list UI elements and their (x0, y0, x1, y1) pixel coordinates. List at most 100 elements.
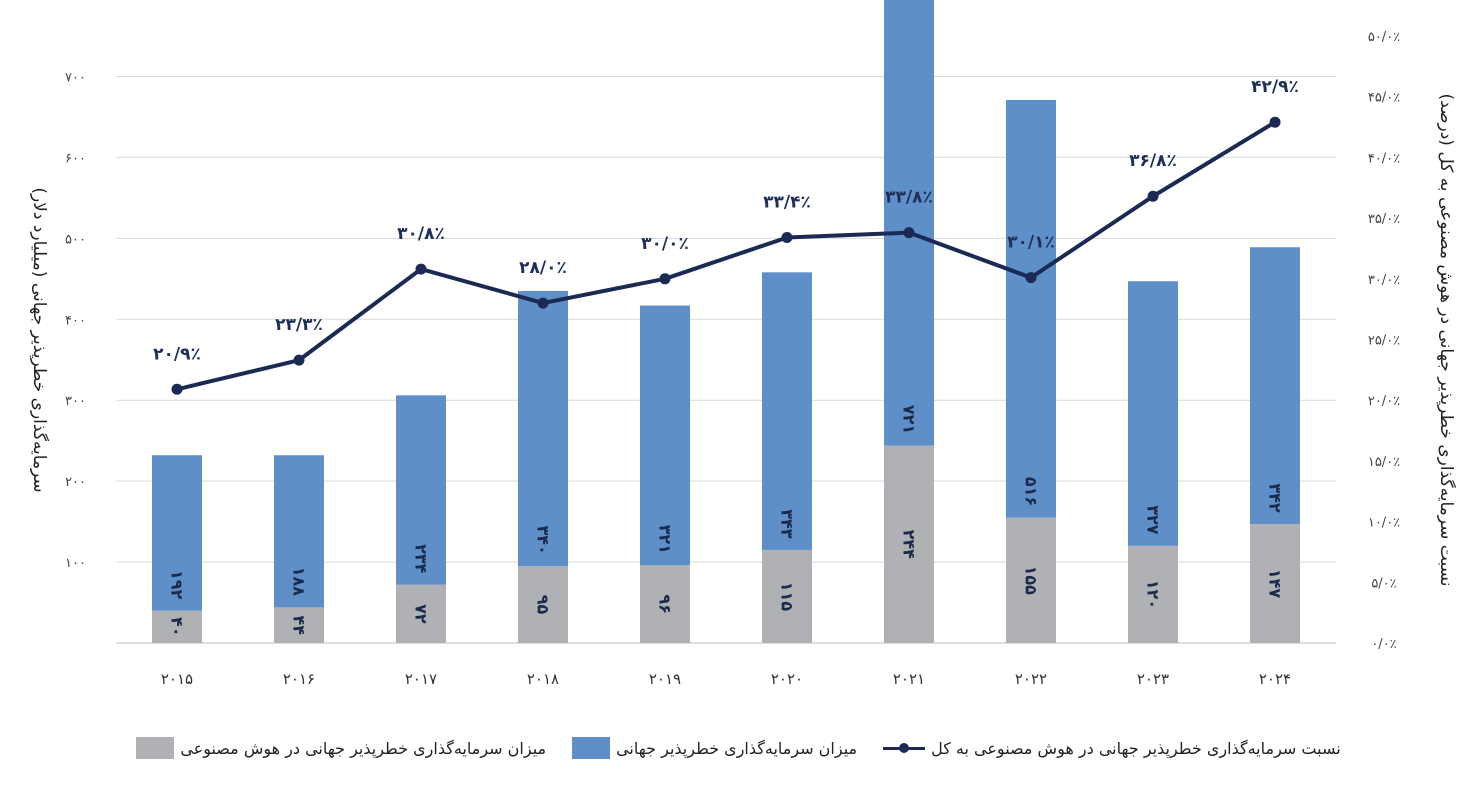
bar-ai-label: ۴۴ (290, 615, 309, 635)
bar-total (1250, 247, 1300, 525)
x-tick-label: ۲۰۱۶ (283, 670, 315, 688)
legend-swatch-total (572, 737, 611, 759)
bar-ai (1250, 524, 1300, 643)
bar-ai-label: ۴۰ (168, 617, 187, 637)
bar-total-label: ۳۴۳ (778, 509, 797, 539)
legend: نسبت سرمایه‌گذاری خطرپذیر جهانی در هوش م… (0, 728, 1477, 768)
bar-ai (762, 549, 812, 643)
bar-total (518, 290, 568, 567)
x-tick-label: ۲۰۱۸ (527, 670, 559, 688)
bar-ai-label: ۷۲ (412, 604, 431, 624)
bar-total-label: ۵۱۶ (1022, 477, 1041, 506)
bar-ai (1128, 545, 1178, 643)
ratio-point-label: ۳۶/۸٪ (1129, 151, 1177, 171)
ratio-point (1025, 272, 1037, 284)
ratio-point-label: ۳۰/۱٪ (1007, 233, 1055, 253)
x-tick-label: ۲۰۲۲ (1015, 670, 1047, 688)
right-tick-label: ۴۰/۰٪ (1368, 151, 1400, 166)
right-tick-label: ۲۰/۰٪ (1368, 394, 1400, 409)
right-tick-label: ۴۵/۰٪ (1368, 91, 1400, 106)
bar-total-label: ۱۹۲ (168, 570, 187, 600)
ratio-point-label: ۲۰/۹٪ (153, 344, 201, 364)
right-tick-label: ۰/۰٪ (1371, 637, 1396, 652)
bar-total (274, 455, 324, 608)
legend-label-total: میزان سرمایه‌گذاری خطرپذیر جهانی (616, 738, 858, 758)
legend-item-total: میزان سرمایه‌گذاری خطرپذیر جهانی (572, 737, 857, 759)
bar-ai (640, 565, 690, 643)
bar-ai-label: ۹۵ (534, 595, 553, 615)
right-tick-label: ۱۰/۰٪ (1368, 516, 1400, 531)
bar-total (396, 395, 446, 585)
left-tick-label: ۳۰۰ (65, 394, 86, 409)
bar-ai-label: ۲۴۴ (900, 530, 919, 560)
bar-total-label: ۱۸۸ (290, 567, 309, 597)
ratio-point-label: ۲۳/۳٪ (275, 315, 323, 335)
ratio-point (1147, 190, 1159, 202)
ratio-point-label: ۳۳/۸٪ (885, 188, 933, 208)
left-tick-label: ۴۰۰ (65, 313, 86, 328)
right-tick-label: ۱۵/۰٪ (1368, 455, 1400, 470)
bar-ai-label: ۱۲۰ (1144, 580, 1163, 609)
bar-total-label: ۷۲۱ (900, 405, 919, 434)
right-tick-label: ۳۵/۰٪ (1368, 212, 1400, 227)
ratio-point (293, 354, 305, 366)
ratio-point (659, 273, 671, 285)
x-tick-label: ۲۰۱۹ (649, 670, 681, 688)
ratio-point (415, 263, 427, 275)
bar-ai (396, 584, 446, 643)
ratio-point-label: ۳۰/۰٪ (641, 234, 689, 254)
bar-total (884, 0, 934, 446)
bar-ai (1006, 517, 1056, 643)
left-axis-ticks: ۱۰۰ ۲۰۰ ۳۰۰ ۴۰۰ ۵۰۰ ۶۰۰ ۷۰۰ (65, 70, 86, 571)
right-axis-title: نسبت سرمایه‌گذاری خطرپذیر جهانی در هوش م… (1436, 94, 1457, 587)
ratio-point (903, 227, 915, 239)
ratio-line: ۲۰/۹٪ ۲۳/۳٪ ۳۰/۸٪ ۲۸/۰٪ ۳۰/۰٪ ۳۳/۴٪ ۳۳/۸٪ ۳۰/۱٪… (153, 77, 1299, 395)
x-tick-label: ۲۰۲۱ (893, 670, 925, 688)
right-tick-label: ۵۰/۰٪ (1368, 30, 1400, 45)
left-tick-label: ۷۰۰ (65, 70, 86, 85)
legend-label-ratio: نسبت سرمایه‌گذاری خطرپذیر جهانی در هوش م… (931, 738, 1341, 758)
right-tick-label: ۳۰/۰٪ (1368, 273, 1400, 288)
bar-ai-label: ۱۵۵ (1022, 566, 1041, 596)
bar-ai (274, 607, 324, 643)
x-tick-label: ۲۰۲۰ (771, 670, 803, 688)
bars: ۴۰ ۱۹۲ ۴۴ ۱۸۸ ۷۲ ۲۳۴ ۹۵ ۳۴۰ ۹۶ ۳۲۱ ۱۱۵ ۳۴۳ ۲۴۴ ۷۲۱ ۱۵۵… (152, 0, 1300, 643)
bar-total-label: ۳۴۰ (534, 525, 553, 554)
legend-item-ratio: نسبت سرمایه‌گذاری خطرپذیر جهانی در هوش م… (883, 739, 1341, 758)
bar-total-label: ۳۲۱ (656, 525, 675, 554)
bar-ai-label: ۹۶ (656, 594, 675, 614)
bar-ai (884, 445, 934, 643)
left-tick-label: ۲۰۰ (65, 475, 86, 490)
right-tick-label: ۲۵/۰٪ (1368, 334, 1400, 349)
ratio-point (781, 232, 793, 244)
ratio-point-label: ۳۳/۴٪ (763, 193, 811, 213)
legend-label-ai: میزان سرمایه‌گذاری خطرپذیر جهانی در هوش … (180, 738, 547, 758)
ratio-point (171, 383, 183, 395)
bar-total (762, 272, 812, 550)
x-tick-label: ۲۰۲۳ (1137, 670, 1169, 688)
legend-swatch-ai (136, 737, 175, 759)
bar-ai-label: ۱۴۷ (1266, 569, 1285, 599)
bar-ai (152, 610, 202, 643)
bar-ai-label: ۱۱۵ (778, 582, 797, 612)
left-axis-title: سرمایه‌گذاری خطرپذیر جهانی (میلیارد دلار… (29, 187, 50, 492)
bar-total-label: ۳۴۲ (1266, 483, 1285, 513)
ratio-point (537, 297, 549, 309)
ratio-point-label: ۴۲/۹٪ (1251, 77, 1299, 97)
legend-line-swatch (883, 741, 926, 755)
ratio-point-label: ۲۸/۰٪ (519, 258, 567, 278)
bar-ai (518, 566, 568, 643)
ratio-point (1269, 116, 1281, 128)
ratio-line-path (176, 120, 1277, 392)
bar-total-label: ۲۳۴ (412, 544, 431, 574)
bar-total (152, 455, 202, 611)
bar-total-label: ۳۲۷ (1144, 505, 1163, 535)
x-axis-ticks: ۲۰۱۵ ۲۰۱۶ ۲۰۱۷ ۲۰۱۸ ۲۰۱۹ ۲۰۲۰ ۲۰۲۱ ۲۰۲۲ ۲۰۲۳ ۲۰۲۴ (161, 670, 1291, 688)
x-tick-label: ۲۰۲۴ (1259, 670, 1291, 688)
left-tick-label: ۶۰۰ (65, 151, 86, 166)
left-tick-label: ۵۰۰ (65, 232, 86, 247)
x-tick-label: ۲۰۱۷ (405, 670, 437, 688)
ratio-point-label: ۳۰/۸٪ (397, 224, 445, 244)
x-tick-label: ۲۰۱۵ (161, 670, 193, 688)
right-axis-ticks: ۰/۰٪ ۵/۰٪ ۱۰/۰٪ ۱۵/۰٪ ۲۰/۰٪ ۲۵/۰٪ ۳۰/۰٪ ۳۵/۰٪ ۴۰… (1368, 30, 1400, 652)
